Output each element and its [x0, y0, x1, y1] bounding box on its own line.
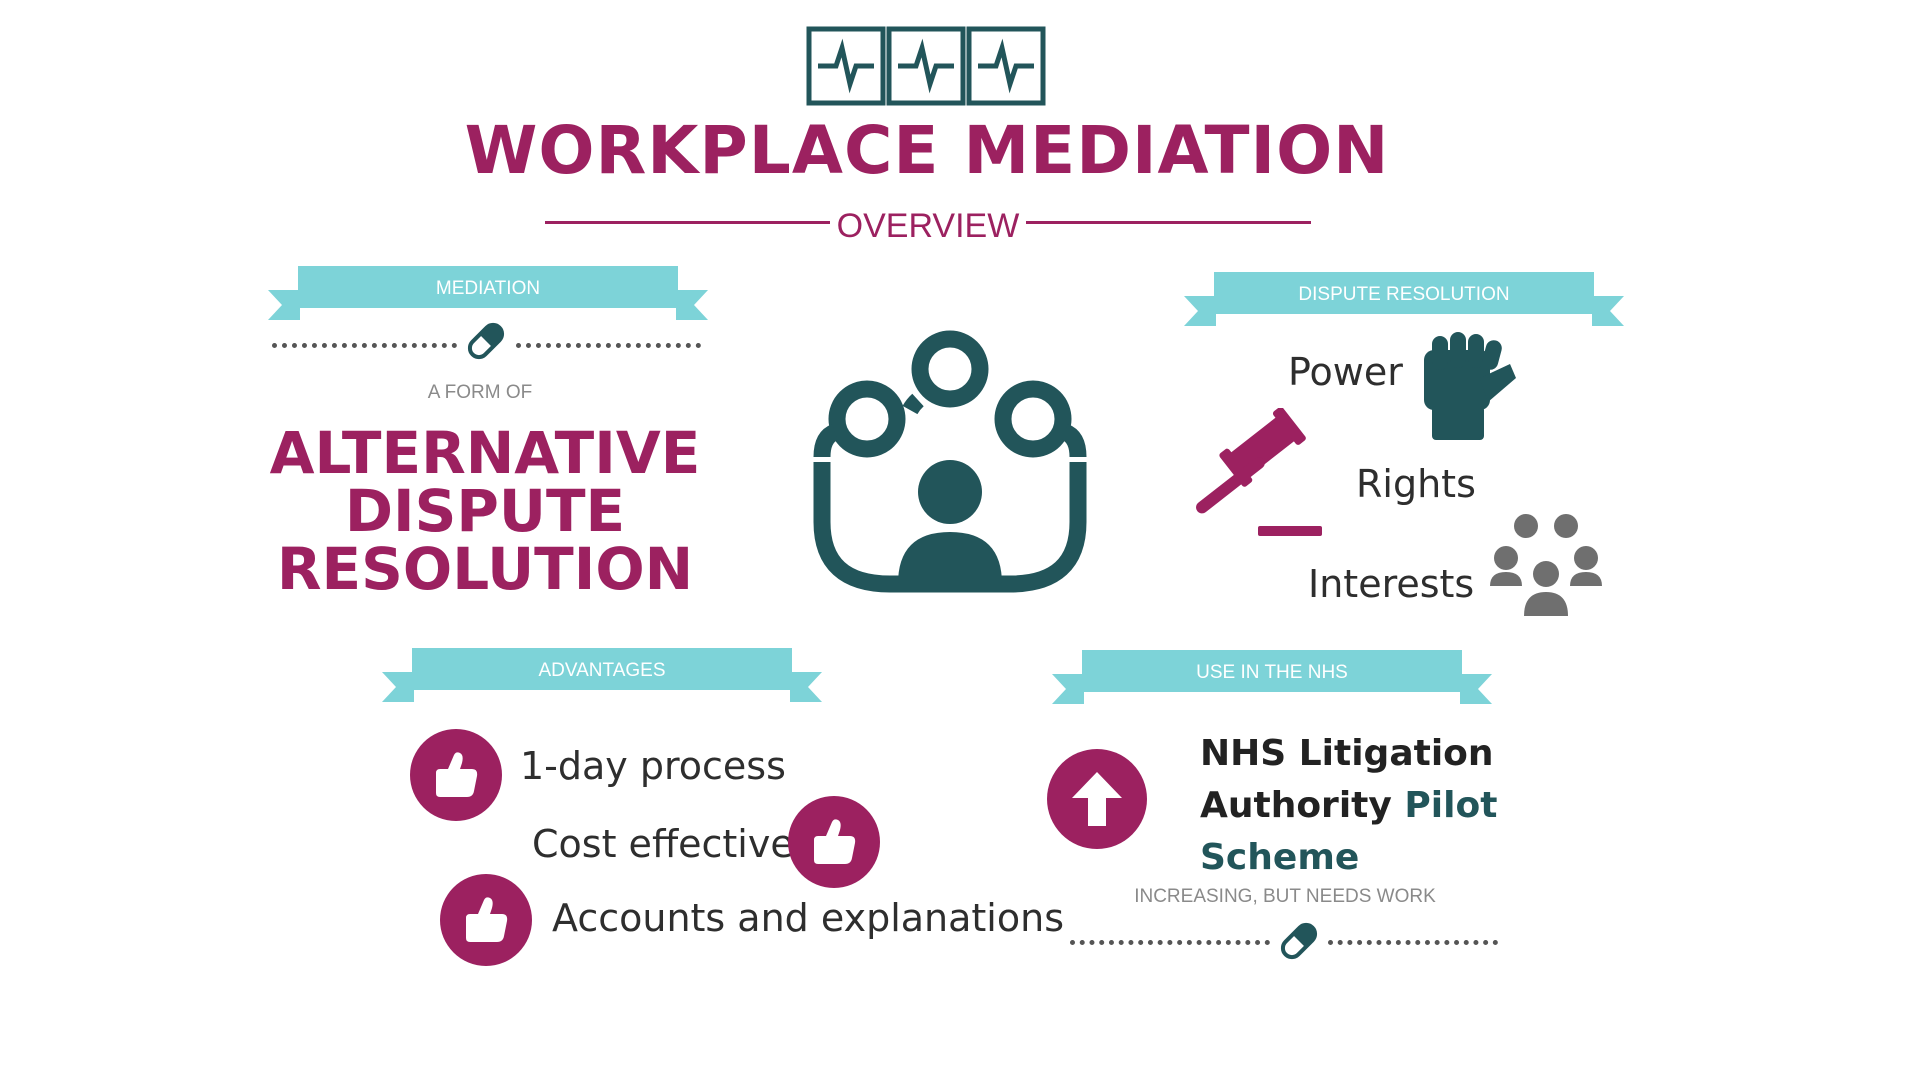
divider-left	[272, 343, 457, 349]
ribbon-use-in-nhs: USE IN THE NHS	[1052, 650, 1492, 704]
gavel-icon	[1196, 408, 1322, 536]
ribbon-advantages: ADVANTAGES	[382, 648, 822, 702]
people-group-icon	[1490, 514, 1602, 616]
advantage-item-2: Cost effective	[532, 822, 794, 866]
divider-right	[516, 343, 701, 349]
nhs-title-pilot: Pilot	[1404, 785, 1498, 826]
divider-right	[1328, 940, 1498, 946]
nhs-title-line-3: Scheme	[1200, 837, 1360, 878]
ribbon-label: ADVANTAGES	[538, 660, 666, 681]
page-title: WORKPLACE MEDIATION	[464, 112, 1390, 189]
nhs-title-authority: Authority	[1200, 785, 1392, 826]
divider-left	[1070, 940, 1270, 946]
ribbon-label: MEDIATION	[435, 278, 541, 299]
adr-line-3: RESOLUTION	[276, 535, 694, 603]
overview-divider: OVERVIEW	[545, 207, 1311, 247]
thumbs-up-icon	[440, 874, 532, 966]
pill-icon	[1280, 922, 1318, 960]
page-subtitle: OVERVIEW	[836, 207, 1020, 245]
dispute-item-rights: Rights	[1356, 462, 1476, 506]
nhs-title-line-1: NHS Litigation	[1200, 733, 1494, 774]
dispute-item-interests: Interests	[1308, 562, 1475, 606]
nhs-subtitle: INCREASING, BUT NEEDS WORK	[1134, 886, 1436, 907]
ribbon-mediation: MEDIATION	[268, 266, 708, 320]
advantage-item-1: 1-day process	[520, 744, 786, 788]
adr-line-2: DISPUTE	[344, 477, 626, 545]
arrow-up-icon	[1047, 749, 1147, 849]
ribbon-label: DISPUTE RESOLUTION	[1298, 284, 1510, 305]
fist-icon	[1424, 332, 1516, 440]
nhs-title-line-2: Authority Pilot	[1200, 780, 1497, 832]
form-of-label: A FORM OF	[427, 382, 533, 403]
heartbeat-monitor-icon	[806, 26, 1046, 106]
advantage-item-3: Accounts and explanations	[552, 896, 1064, 940]
adr-line-1: ALTERNATIVE	[269, 419, 701, 487]
dispute-item-power: Power	[1288, 350, 1403, 394]
thumbs-up-icon	[788, 796, 880, 888]
nhs-title: NHS Litigation Authority Pilot Scheme	[1200, 728, 1497, 884]
ribbon-dispute-resolution: DISPUTE RESOLUTION	[1184, 272, 1624, 326]
ribbon-label: USE IN THE NHS	[1196, 662, 1348, 683]
pill-icon	[467, 322, 505, 360]
group-meeting-icon	[813, 330, 1087, 593]
thumbs-up-icon	[410, 729, 502, 821]
